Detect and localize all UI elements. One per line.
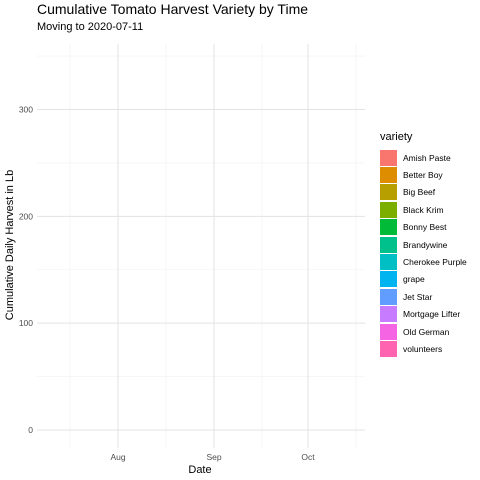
- x-tick-label: Sep: [206, 452, 221, 462]
- legend-item: grape: [380, 271, 467, 288]
- legend-label: Jet Star: [403, 291, 433, 302]
- chart-title: Cumulative Tomato Harvest Variety by Tim…: [37, 1, 309, 17]
- major-gridlines: [37, 44, 365, 448]
- legend-item: volunteers: [380, 340, 467, 357]
- legend-label: Cherokee Purple: [403, 257, 467, 268]
- chart-subtitle: Moving to 2020-07-11: [37, 21, 144, 33]
- legend-label: Amish Paste: [403, 152, 451, 163]
- x-tick-label: Oct: [301, 452, 315, 462]
- legend-label: Black Krim: [403, 204, 444, 215]
- legend-swatch: [380, 254, 397, 271]
- legend-label: Bonny Best: [403, 222, 447, 233]
- legend-swatch: [380, 306, 397, 323]
- legend-item: Mortgage Lifter: [380, 306, 467, 323]
- legend-swatch: [380, 236, 397, 253]
- legend-swatch: [380, 219, 397, 236]
- legend-item: Old German: [380, 323, 467, 340]
- minor-gridlines: [37, 44, 365, 448]
- legend-item: Jet Star: [380, 288, 467, 305]
- x-axis-label: Date: [188, 464, 211, 476]
- legend-swatch: [380, 184, 397, 201]
- legend-swatch: [380, 288, 397, 305]
- y-tick-labels: 0 100 200 300: [19, 105, 33, 436]
- y-tick-label: 0: [28, 425, 33, 435]
- x-tick-label: Aug: [110, 452, 125, 462]
- legend-item: Brandywine: [380, 236, 467, 253]
- legend-items: Amish Paste Better Boy Big Beef Black Krim B…: [380, 149, 467, 358]
- legend-swatch: [380, 201, 397, 218]
- legend-swatch: [380, 271, 397, 288]
- legend-swatch: [380, 149, 397, 166]
- y-tick-label: 100: [19, 318, 33, 328]
- legend-label: Old German: [403, 326, 450, 337]
- legend-title: variety: [380, 131, 413, 143]
- y-axis-label: Cumulative Daily Harvest in Lb: [4, 170, 16, 320]
- legend: variety Amish Paste Better Boy Big Beef Bla…: [380, 131, 467, 358]
- legend-label: Brandywine: [403, 239, 448, 250]
- legend-label: grape: [403, 274, 425, 285]
- legend-label: volunteers: [403, 343, 443, 354]
- legend-item: Black Krim: [380, 201, 467, 218]
- y-tick-label: 300: [19, 105, 33, 115]
- legend-item: Cherokee Purple: [380, 253, 467, 271]
- x-tick-labels: Aug Sep Oct: [110, 452, 315, 462]
- legend-item: Better Boy: [380, 166, 467, 184]
- legend-item: Amish Paste: [380, 149, 467, 166]
- legend-item: Bonny Best: [380, 219, 467, 236]
- y-tick-label: 200: [19, 211, 33, 221]
- legend-swatch: [380, 167, 397, 184]
- legend-label: Big Beef: [403, 187, 436, 198]
- legend-swatch: [380, 323, 397, 340]
- legend-label: Mortgage Lifter: [403, 309, 461, 320]
- legend-swatch: [380, 340, 397, 357]
- legend-item: Big Beef: [380, 184, 467, 201]
- legend-label: Better Boy: [403, 170, 443, 181]
